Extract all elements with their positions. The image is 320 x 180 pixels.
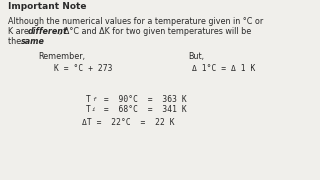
Text: , Δ°C and ΔK for two given temperatures will be: , Δ°C and ΔK for two given temperatures … — [60, 27, 252, 36]
Text: same: same — [21, 37, 45, 46]
Text: f: f — [92, 97, 96, 102]
Text: i: i — [92, 107, 96, 112]
Text: different: different — [28, 27, 68, 36]
Text: Although the numerical values for a temperature given in °C or: Although the numerical values for a temp… — [8, 17, 263, 26]
Text: But,: But, — [188, 52, 204, 61]
Text: K are: K are — [8, 27, 31, 36]
Text: Remember,: Remember, — [38, 52, 85, 61]
Text: ΔT =  22°C  =  22 K: ΔT = 22°C = 22 K — [82, 118, 175, 127]
Text: T: T — [86, 105, 91, 114]
Text: T: T — [86, 95, 91, 104]
Text: .: . — [35, 37, 38, 46]
Text: Δ 1°C = Δ 1 K: Δ 1°C = Δ 1 K — [192, 64, 255, 73]
Text: =  90°C  =  363 K: = 90°C = 363 K — [99, 95, 187, 104]
Text: K = °C + 273: K = °C + 273 — [54, 64, 113, 73]
Text: =  68°C  =  341 K: = 68°C = 341 K — [99, 105, 187, 114]
Text: Important Note: Important Note — [8, 2, 86, 11]
Text: the: the — [8, 37, 24, 46]
